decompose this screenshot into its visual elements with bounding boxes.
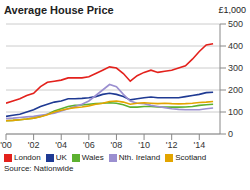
svg-text:'00: '00 [8, 140, 12, 150]
svg-text:300: 300 [228, 63, 242, 73]
svg-text:'06: '06 [83, 140, 95, 150]
svg-text:'08: '08 [111, 140, 123, 150]
svg-text:500: 500 [228, 19, 242, 29]
html-text:London: London [14, 153, 41, 162]
html-text:Wales: Wales [81, 153, 104, 162]
svg-text:0: 0 [228, 129, 233, 139]
svg-text:100: 100 [228, 107, 242, 117]
svg-text:200: 200 [228, 85, 242, 95]
svg-text:'14: '14 [193, 140, 205, 150]
html-text:UK: UK [55, 153, 67, 162]
html-text:Source: Nationwide: Source: Nationwide [4, 164, 74, 173]
html-text:Nth. Ireland: Nth. Ireland [118, 153, 161, 162]
html-text:£1,000: £1,000 [218, 5, 246, 15]
html-text:Average House Price: Average House Price [4, 4, 114, 16]
svg-text:'12: '12 [166, 140, 178, 150]
html-text:Scotland: Scotland [175, 153, 207, 162]
svg-text:'02: '02 [28, 140, 40, 150]
svg-text:'10: '10 [138, 140, 150, 150]
svg-text:400: 400 [228, 41, 242, 51]
svg-text:'04: '04 [55, 140, 67, 150]
